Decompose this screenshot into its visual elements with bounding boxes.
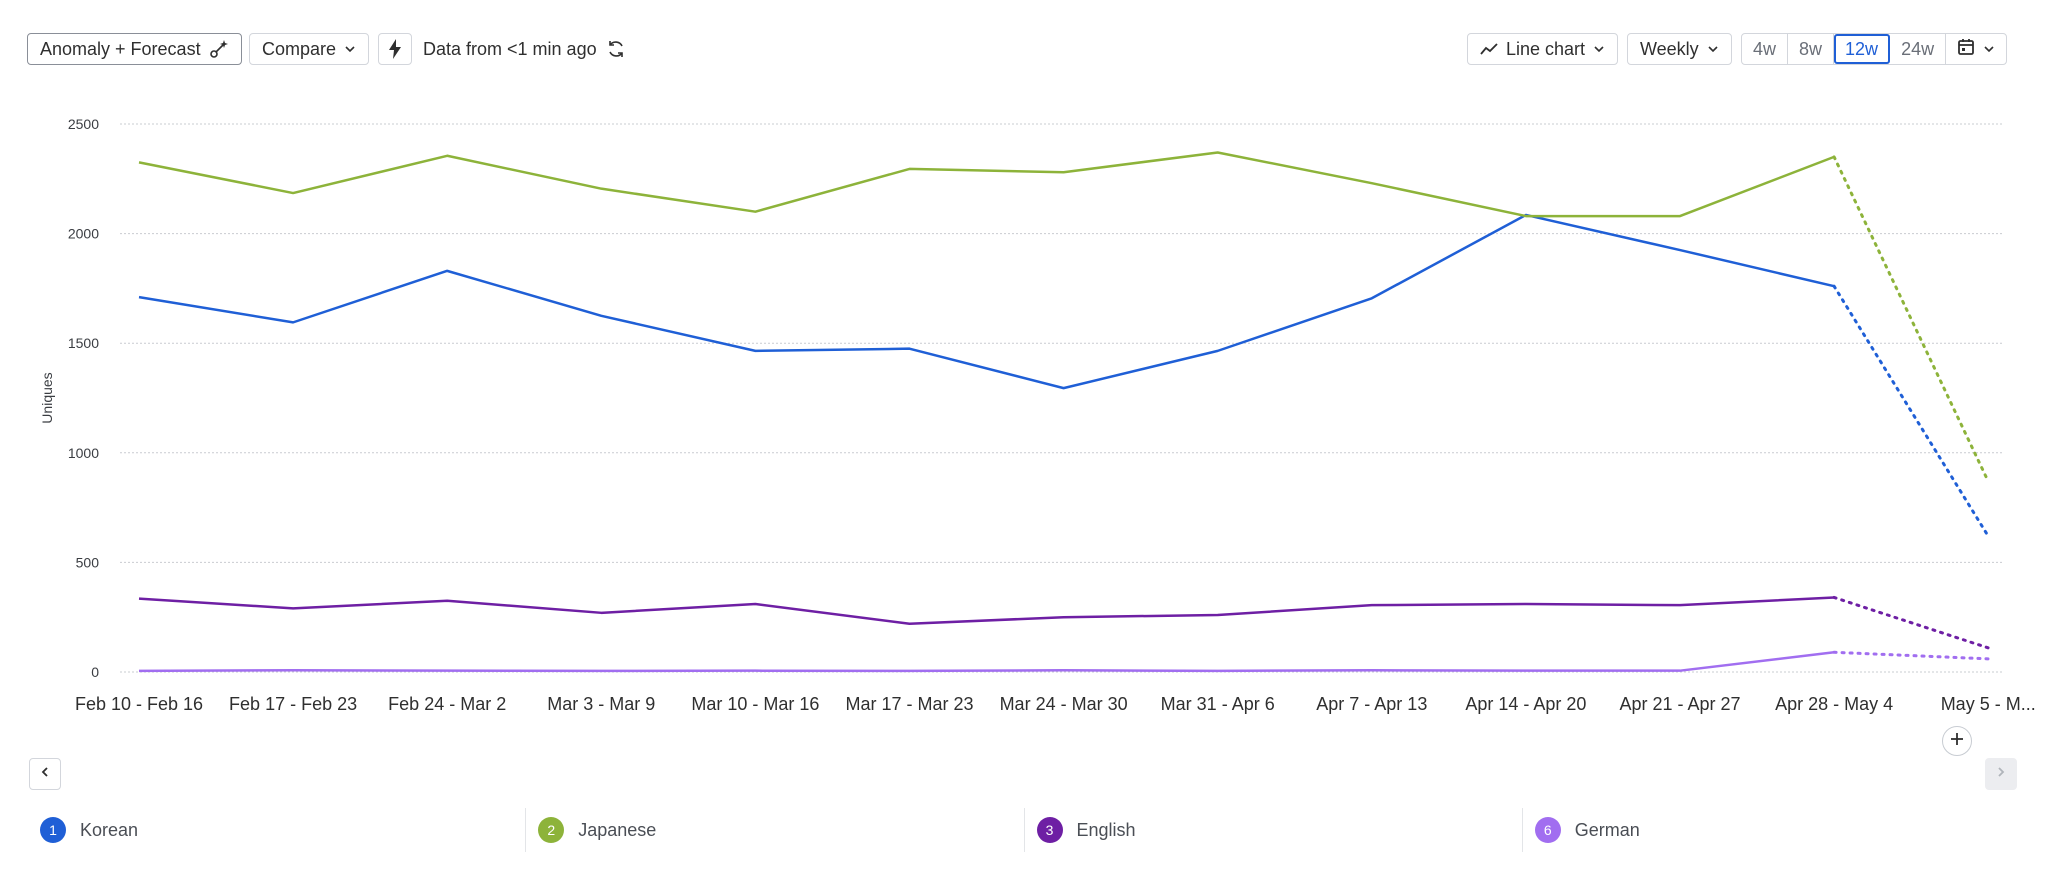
y-axis-label: Uniques (39, 372, 55, 423)
legend-label: German (1574, 819, 1640, 840)
interval-dropdown[interactable]: Weekly (1627, 33, 1732, 65)
chart-type-label: Line chart (1506, 38, 1586, 59)
compare-label: Compare (262, 38, 337, 59)
x-tick-label: Apr 7 - Apr 13 (1316, 694, 1427, 714)
scroll-left-button[interactable] (29, 758, 61, 790)
x-tick-label: Apr 21 - Apr 27 (1619, 694, 1740, 714)
chevron-right-icon (1995, 765, 2007, 783)
x-tick-label: Mar 24 - Mar 30 (1000, 694, 1128, 714)
chevron-down-icon (1593, 43, 1605, 55)
line-chart-icon (1480, 42, 1498, 56)
lightning-icon (388, 39, 402, 59)
series-forecast-german (1832, 650, 1990, 661)
series-forecast-korean (1832, 284, 1990, 538)
series-line-japanese (138, 151, 1835, 218)
x-tick-label: May 5 - M... (1941, 694, 2036, 714)
y-tick-label: 0 (91, 664, 99, 680)
legend-label: Korean (80, 819, 139, 840)
range-24w[interactable]: 24w (1890, 34, 1947, 64)
series-line-english (138, 596, 1835, 626)
legend-badge: 2 (538, 817, 565, 843)
range-8w[interactable]: 8w (1788, 34, 1835, 64)
x-tick-label: Mar 10 - Mar 16 (691, 694, 819, 714)
x-tick-label: Feb 17 - Feb 23 (229, 694, 357, 714)
sparkle-wand-icon (209, 39, 229, 59)
legend-item-german[interactable]: 6 German (1521, 808, 2020, 852)
legend-label: Japanese (578, 819, 657, 840)
legend-badge: 3 (1036, 817, 1063, 843)
realtime-toggle-button[interactable] (378, 33, 412, 65)
anomaly-forecast-button[interactable]: Anomaly + Forecast (27, 33, 242, 65)
chevron-down-icon (1983, 39, 1995, 60)
legend-item-japanese[interactable]: 2 Japanese (525, 808, 1023, 852)
range-12w[interactable]: 12w (1834, 34, 1891, 64)
legend-badge: 6 (1534, 817, 1561, 843)
legend-label: English (1076, 819, 1136, 840)
legend-item-english[interactable]: 3 English (1023, 808, 1522, 852)
series-line-german (138, 651, 1835, 673)
custom-date-button[interactable] (1946, 34, 2006, 64)
calendar-icon (1957, 38, 1975, 61)
series-forecast-japanese (1832, 155, 1990, 483)
x-tick-label: Mar 3 - Mar 9 (547, 694, 655, 714)
legend-item-korean[interactable]: 1 Korean (28, 808, 525, 852)
compare-dropdown[interactable]: Compare (249, 33, 370, 65)
chart-legend: 1 Korean 2 Japanese 3 English 6 German (28, 808, 2020, 852)
x-tick-label: Mar 31 - Apr 6 (1161, 694, 1275, 714)
add-annotation-button[interactable] (1942, 726, 1972, 756)
interval-label: Weekly (1640, 38, 1699, 59)
chevron-down-icon (344, 43, 356, 55)
range-4w[interactable]: 4w (1742, 34, 1789, 64)
x-tick-label: Apr 14 - Apr 20 (1465, 694, 1586, 714)
line-chart: 0 500 1000 1500 2000 2500 Uniques Feb 10 - Feb … (39, 116, 2036, 714)
x-tick-label: Apr 28 - May 4 (1775, 694, 1893, 714)
chevron-down-icon (1707, 43, 1719, 55)
chevron-left-icon (39, 765, 51, 783)
plus-icon (1950, 732, 1964, 751)
scroll-right-button[interactable] (1985, 758, 2017, 790)
data-freshness-text: Data from <1 min ago (423, 38, 597, 59)
y-tick-label: 2500 (68, 116, 99, 132)
y-tick-label: 1000 (68, 445, 99, 461)
y-tick-label: 1500 (68, 335, 99, 351)
date-range-selector: 4w 8w 12w 24w (1741, 33, 2008, 65)
y-tick-label: 500 (76, 554, 100, 570)
x-tick-label: Feb 10 - Feb 16 (75, 694, 203, 714)
anomaly-forecast-label: Anomaly + Forecast (40, 38, 201, 59)
x-tick-label: Mar 17 - Mar 23 (845, 694, 973, 714)
series-line-korean (138, 213, 1835, 390)
refresh-icon[interactable] (605, 33, 627, 65)
chart-type-dropdown[interactable]: Line chart (1467, 33, 1619, 65)
legend-badge: 1 (40, 817, 66, 843)
x-tick-label: Feb 24 - Mar 2 (388, 694, 506, 714)
series-forecast-english (1832, 595, 1990, 650)
y-tick-label: 2000 (68, 226, 99, 242)
